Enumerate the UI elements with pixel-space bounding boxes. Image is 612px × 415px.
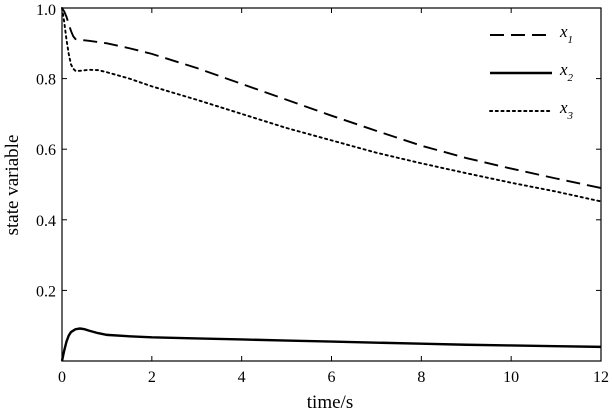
legend-label-main: x bbox=[559, 98, 568, 117]
series-line-x1 bbox=[61, 7, 602, 189]
legend-label-subscript: 2 bbox=[568, 72, 574, 84]
series-line-x2 bbox=[60, 327, 602, 362]
x-tick-label: 4 bbox=[238, 369, 246, 386]
series-line-x3 bbox=[61, 7, 602, 203]
x-tick-label: 2 bbox=[148, 369, 156, 386]
legend-label-subscript: 3 bbox=[567, 110, 574, 122]
x-tick-label: 6 bbox=[328, 369, 336, 386]
legend-label-main: x bbox=[559, 60, 568, 79]
y-tick-label: 0.4 bbox=[36, 213, 56, 230]
x-tick-label: 8 bbox=[417, 369, 425, 386]
legend-label-main: x bbox=[559, 22, 568, 41]
y-tick-label: 0.8 bbox=[36, 72, 56, 89]
y-tick-label: 0.2 bbox=[36, 283, 56, 300]
x-tick-label: 10 bbox=[503, 369, 519, 386]
x-tick-label: 0 bbox=[58, 369, 66, 386]
legend-label-x2: x2 bbox=[559, 60, 574, 84]
legend-label-subscript: 1 bbox=[568, 34, 574, 46]
y-tick-label: 0.6 bbox=[36, 142, 56, 159]
legend-label-x3: x3 bbox=[559, 98, 574, 122]
y-tick-label: 1.0 bbox=[36, 2, 56, 19]
x-tick-label: 12 bbox=[593, 369, 609, 386]
y-axis-title: state variable bbox=[2, 135, 23, 236]
legend-label-x1: x1 bbox=[559, 22, 573, 46]
x-axis-title: time/s bbox=[307, 392, 353, 413]
